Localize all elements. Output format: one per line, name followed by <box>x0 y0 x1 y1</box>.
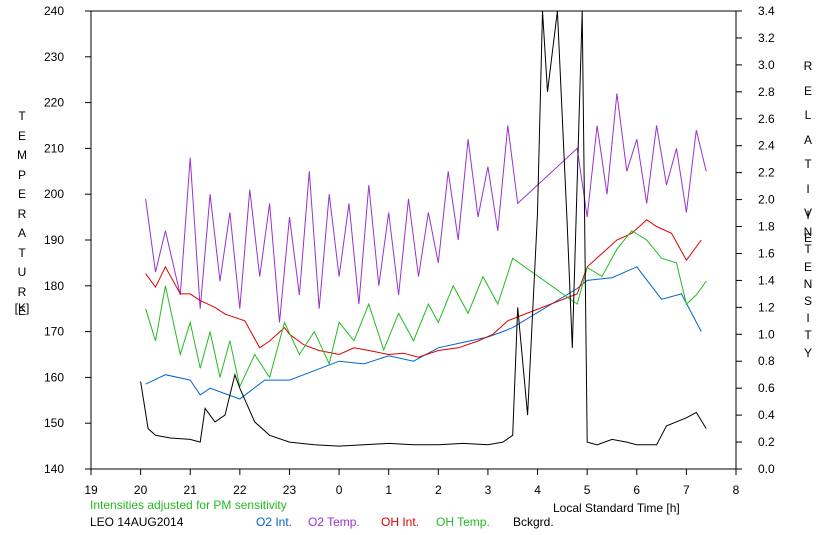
series-group <box>140 10 707 447</box>
x-tick-label: 20 <box>134 483 148 497</box>
y-right-tick-label: 2.8 <box>758 85 775 99</box>
y-right-tick-label: 2.2 <box>758 166 775 180</box>
y-left-tick-label: 170 <box>44 325 64 339</box>
series-line-oh-temp <box>145 230 707 389</box>
y-right-tick-label: 1.8 <box>758 220 775 234</box>
series-line-bckgrd <box>140 10 707 447</box>
y-right-label-2-letter: I <box>806 208 810 222</box>
y-left-tick-label: 150 <box>44 416 64 430</box>
x-axis-label: Local Standard Time [h] <box>553 501 680 515</box>
y-right-label-1-letter: R <box>803 59 813 73</box>
y-left-tick-label: 230 <box>44 50 64 64</box>
y-axis-unit-left: [K] <box>14 301 30 315</box>
y-right-tick-label: 2.6 <box>758 112 775 126</box>
y-right-label-2-letter: N <box>803 225 813 240</box>
note-label: Intensities adjusted for PM sensitivity <box>90 498 287 512</box>
y-left-label-letter: T <box>18 245 26 260</box>
y-right-label-1-letter: E <box>803 83 812 98</box>
x-ticks: 19 20 21 22 23 0 1 2 3 4 5 6 7 8 <box>84 469 740 497</box>
y-left-tick-label: 140 <box>44 462 64 476</box>
y-left-tick-label: 200 <box>44 187 64 201</box>
y-right-label-2-letter: T <box>804 328 812 343</box>
x-tick-label: 1 <box>385 483 392 497</box>
y-right-label-1-letter: L <box>804 108 812 122</box>
y-right-tick-label: 1.4 <box>758 273 775 287</box>
y-left-tick-label: 180 <box>44 279 64 293</box>
y-right-tick-label: 1.6 <box>758 246 775 260</box>
y-right-tick-label: 3.4 <box>758 4 775 18</box>
y-right-tick-label: 1.0 <box>758 327 775 341</box>
legend-item: OH Int. <box>381 515 419 529</box>
y-left-label-letter: R <box>17 206 27 221</box>
y-right-tick-label: 0.6 <box>758 381 775 395</box>
y-right-label-2-letter: I <box>806 311 810 326</box>
y-right-tick-label: 0.2 <box>758 435 775 449</box>
y-right-label-2-letter: S <box>803 294 812 308</box>
y-right-label-1-letter: I <box>806 181 810 196</box>
series-line-oh-int <box>145 219 702 358</box>
y-left-label-letter: M <box>17 148 27 162</box>
x-tick-label: 5 <box>584 483 591 497</box>
x-tick-label: 4 <box>534 483 541 497</box>
y-right-label-1-letter: T <box>804 157 812 171</box>
y-ticks-right: 0.0 0.2 0.4 0.6 0.8 1.0 1.2 1.4 1.6 1.8 2.0 2.2 2.4 2… <box>736 4 775 476</box>
series-line-o2-int <box>145 266 702 400</box>
y-right-label-1-letter: V <box>803 206 812 220</box>
y-right-tick-label: 3.0 <box>758 58 775 72</box>
y-right-label-2-letter: Y <box>803 345 812 360</box>
y-right-label-1-letter: A <box>803 132 812 147</box>
y-right-tick-label: 2.4 <box>758 139 775 153</box>
legend-item: O2 Temp. <box>308 515 360 529</box>
y-left-tick-label: 160 <box>44 370 64 384</box>
x-tick-label: 21 <box>184 483 198 497</box>
x-tick-label: 7 <box>683 483 690 497</box>
x-tick-label: 0 <box>336 483 343 497</box>
x-tick-label: 3 <box>485 483 492 497</box>
y-left-tick-label: 190 <box>44 233 64 247</box>
y-left-label-letter: R <box>17 284 27 299</box>
station-label: LEO 14AUG2014 <box>90 515 184 529</box>
x-tick-label: 2 <box>435 483 442 497</box>
y-left-tick-label: 220 <box>44 96 64 110</box>
legend-item: Bckgrd. <box>513 515 554 529</box>
x-tick-label: 6 <box>633 483 640 497</box>
x-tick-label: 19 <box>84 483 98 497</box>
y-right-label-2-letter: E <box>803 259 812 274</box>
y-right-tick-label: 1.2 <box>758 300 775 314</box>
y-left-tick-label: 240 <box>44 4 64 18</box>
y-left-tick-label: 210 <box>44 141 64 155</box>
legend: O2 Int. O2 Temp. OH Int. OH Temp. Bckgrd. <box>256 515 554 529</box>
y-left-label-letter: P <box>17 167 26 182</box>
y-left-label-letter: E <box>17 128 26 143</box>
y-right-tick-label: 0.0 <box>758 462 775 476</box>
y-right-label-1-letter: E <box>803 230 812 245</box>
y-left-label-letter: T <box>18 109 26 123</box>
y-left-label-letter: E <box>17 304 26 318</box>
y-right-tick-label: 2.0 <box>758 193 775 207</box>
legend-item: OH Temp. <box>436 515 490 529</box>
y-right-tick-label: 0.4 <box>758 408 775 422</box>
series-line-o2-temp <box>145 93 707 323</box>
y-right-tick-label: 3.2 <box>758 31 775 45</box>
x-tick-label: 8 <box>733 483 740 497</box>
y-left-label-letter: E <box>17 187 26 201</box>
legend-item: O2 Int. <box>256 515 292 529</box>
x-tick-label: 23 <box>283 483 297 497</box>
y-ticks-left: 140 150 160 170 180 190 200 210 220 230 240 <box>44 4 91 476</box>
y-right-label-2-letter: N <box>803 276 813 291</box>
y-left-label-letter: A <box>17 226 26 240</box>
x-tick-label: 22 <box>233 483 247 497</box>
y-left-label-letter: U <box>17 265 27 279</box>
y-right-tick-label: 0.8 <box>758 354 775 368</box>
y-right-label-2-letter: T <box>804 242 812 257</box>
